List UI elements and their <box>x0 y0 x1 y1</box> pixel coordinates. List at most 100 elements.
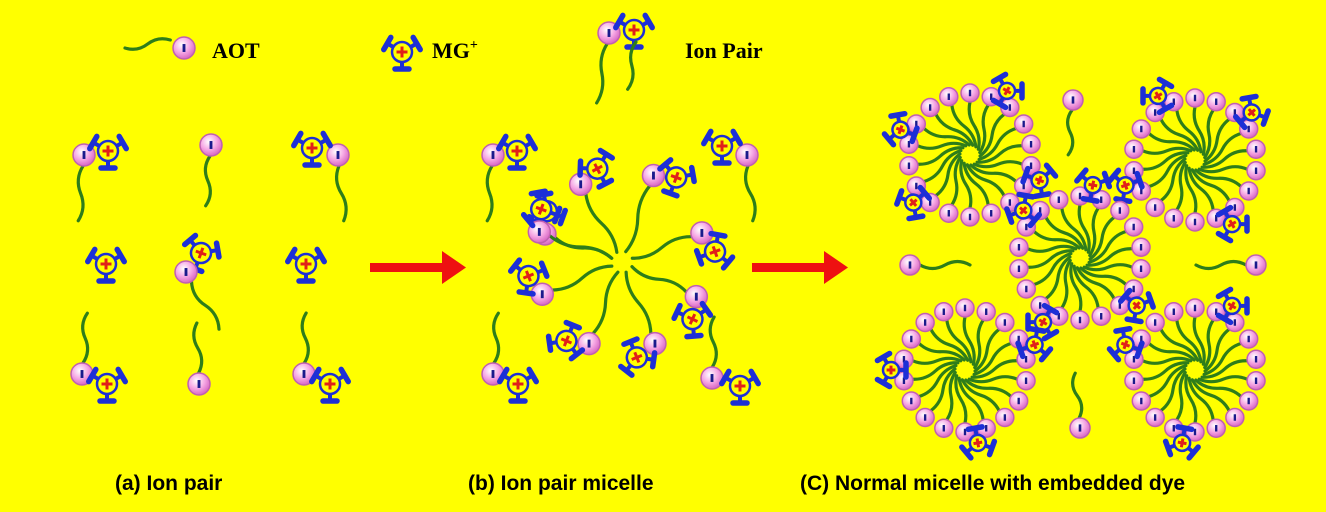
aot-head <box>976 301 996 322</box>
aot-head <box>995 407 1015 428</box>
aot-molecule <box>1069 371 1091 439</box>
micelle-ion-pair <box>624 157 697 254</box>
aot-head <box>1238 391 1259 411</box>
mg-cation <box>1232 93 1271 131</box>
mg-cation <box>508 257 550 297</box>
aot-head <box>1131 237 1151 257</box>
aot-head <box>960 207 980 227</box>
normal-micelle <box>1106 76 1271 244</box>
aot-head <box>1185 88 1205 108</box>
aot-head <box>915 407 935 428</box>
aot-head <box>995 312 1015 333</box>
aot-head <box>700 366 724 390</box>
ion-pair <box>174 232 222 331</box>
aot-head <box>1009 259 1029 279</box>
aot-molecule <box>70 311 94 386</box>
aot-head <box>1238 329 1259 349</box>
aot-molecule <box>199 133 223 208</box>
aot-head <box>1124 139 1144 159</box>
mg-cation <box>990 71 1025 111</box>
legend-aot-icon <box>123 36 196 60</box>
normal-micelle <box>1106 286 1266 461</box>
legend-mg-label: MG+ <box>432 38 478 63</box>
mg-cation <box>874 350 909 390</box>
micelle-ion-pair <box>520 188 614 260</box>
aot-head <box>735 143 759 167</box>
mg-cation <box>1106 325 1145 363</box>
mg-cation <box>618 336 658 378</box>
aot-molecule <box>326 143 350 223</box>
mg-cation <box>671 300 714 340</box>
legend-ion-pair-icon <box>595 12 655 105</box>
aot-head <box>1206 418 1226 439</box>
micelle-ion-pair <box>618 270 667 378</box>
aot-head <box>981 203 1001 224</box>
mg-cation <box>1004 191 1043 229</box>
aot-head <box>172 36 196 60</box>
aot-head <box>899 156 919 176</box>
aot-head <box>901 391 922 411</box>
aot-head <box>1062 89 1084 111</box>
ion-pair <box>291 130 350 223</box>
mg-cation <box>1015 325 1054 363</box>
aot-head <box>915 312 935 333</box>
aot-head <box>1246 161 1266 181</box>
legend-mg-icon <box>381 34 423 72</box>
mg-cation <box>1140 76 1175 116</box>
mg-cation <box>520 188 563 229</box>
aot-molecule <box>1062 89 1084 157</box>
mg-cation <box>1025 302 1060 342</box>
aot-head <box>934 418 954 439</box>
micelle-ion-pair <box>545 270 620 362</box>
mg-cation <box>285 246 327 284</box>
normal-micelle <box>1004 167 1156 342</box>
mg-cation <box>701 128 743 166</box>
aot-head <box>955 298 975 318</box>
legend-ion-pair-label: Ion Pair <box>685 38 763 63</box>
aot-head <box>976 418 996 439</box>
panel-normal-micelle <box>874 71 1271 461</box>
aot-molecule <box>899 254 972 276</box>
aot-head <box>1185 298 1205 318</box>
ion-pair <box>292 311 351 404</box>
aot-head <box>1145 312 1165 333</box>
caption-normal-micelle: (C) Normal micelle with embedded dye <box>800 472 1185 495</box>
aot-molecule <box>735 143 759 223</box>
mg-cation <box>1020 162 1059 200</box>
caption-ion-pair-micelle: (b) Ion pair micelle <box>468 472 654 495</box>
aot-head <box>960 83 980 103</box>
aot-head <box>174 260 198 284</box>
aot-head <box>920 97 940 118</box>
aot-head <box>326 143 350 167</box>
aot-head <box>939 86 959 107</box>
mg-cation <box>496 133 538 171</box>
ion-pair <box>481 311 539 404</box>
legend-mg-charge: + <box>470 38 478 53</box>
aot-head <box>1238 181 1259 201</box>
mg-cation <box>181 232 222 275</box>
arrow-a-to-b <box>370 251 466 284</box>
aot-head <box>1225 407 1245 428</box>
mg-cation <box>381 34 423 72</box>
aot-head <box>901 329 922 349</box>
aot-head <box>1016 371 1036 391</box>
aot-head <box>1246 349 1266 369</box>
aot-head <box>1145 197 1165 218</box>
mg-cation <box>497 366 539 404</box>
aot-head <box>1070 310 1090 330</box>
aot-head <box>568 172 593 197</box>
mg-cation <box>881 110 920 148</box>
legend: AOT MG+ Ion Pair <box>123 12 763 105</box>
aot-molecule <box>292 311 316 386</box>
mg-cation <box>85 246 127 284</box>
mg-cation <box>719 368 761 406</box>
aot-head <box>1206 91 1226 112</box>
aot-molecule <box>72 143 96 223</box>
aot-head <box>1110 200 1130 221</box>
mg-cation <box>1106 167 1145 205</box>
mg-cation <box>309 366 351 404</box>
aot-head <box>1164 208 1184 229</box>
aot-head <box>187 372 211 396</box>
aot-head <box>1021 134 1041 154</box>
mg-cation <box>87 133 129 171</box>
